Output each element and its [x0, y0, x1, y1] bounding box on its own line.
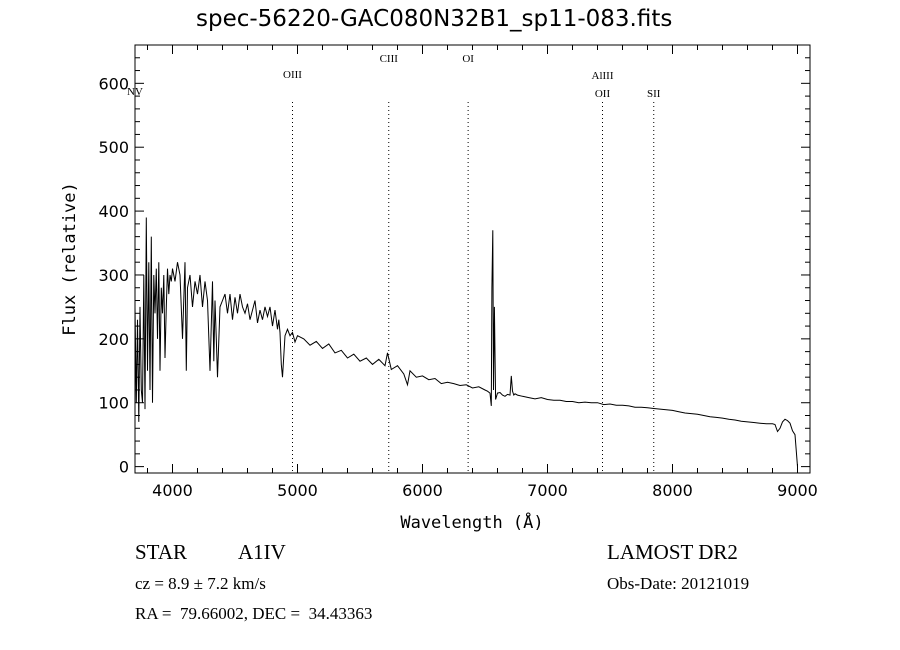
x-tick-label: 9000 — [777, 481, 818, 500]
line-marker-label: CIII — [380, 53, 399, 65]
y-tick-label: 300 — [98, 266, 129, 285]
survey-name: LAMOST DR2 — [607, 540, 738, 564]
y-tick-label: 100 — [98, 394, 129, 413]
y-tick-label: 600 — [98, 74, 129, 93]
object-subclass: A1IV — [238, 540, 286, 564]
coordinates-readout: RA = 79.66002, DEC = 34.43363 — [135, 604, 373, 623]
y-axis-label: Flux (relative) — [60, 182, 80, 336]
y-tick-label: 400 — [98, 202, 129, 221]
x-axis-label: Wavelength (Å) — [400, 511, 543, 533]
y-tick-label: 200 — [98, 330, 129, 349]
x-tick-label: 4000 — [152, 481, 193, 500]
chart-title: spec-56220-GAC080N32B1_sp11-083.fits — [196, 6, 673, 32]
line-marker-label: OI — [462, 53, 474, 65]
x-tick-label: 5000 — [277, 481, 318, 500]
y-tick-label: 500 — [98, 138, 129, 157]
line-marker-label: OII — [595, 88, 611, 100]
redshift-readout: cz = 8.9 ± 7.2 km/s — [135, 574, 266, 593]
x-tick-label: 7000 — [527, 481, 568, 500]
x-tick-label: 8000 — [652, 481, 693, 500]
object-class: STAR — [135, 540, 187, 564]
line-marker-label: SII — [647, 88, 661, 100]
line-marker-label: OIII — [283, 69, 302, 81]
x-axis: 4000 5000 6000 7000 8000 9000 — [147, 45, 818, 500]
line-marker-label: AlIII — [592, 70, 614, 82]
observation-date: Obs-Date: 20121019 — [607, 574, 750, 593]
plot-frame — [134, 44, 811, 474]
y-tick-label: 0 — [119, 458, 129, 477]
x-tick-label: 6000 — [402, 481, 443, 500]
y-axis: 0 100 200 300 400 500 600 — [98, 57, 810, 477]
spectrum-line — [134, 217, 798, 467]
